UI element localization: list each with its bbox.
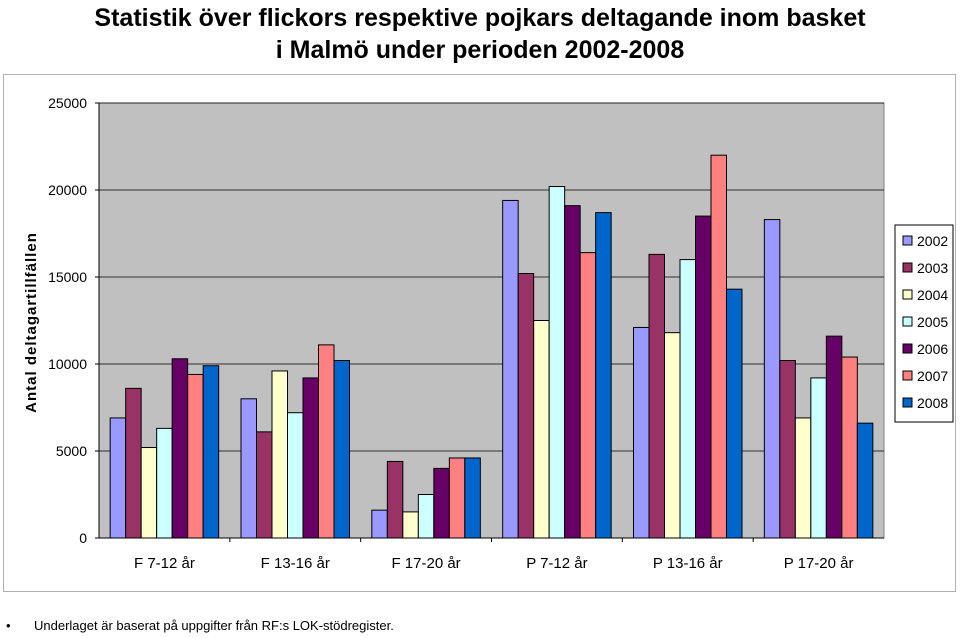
bar-2005-4	[548, 186, 566, 539]
legend-swatch-2005	[902, 316, 913, 327]
bar-2007-1	[187, 373, 204, 539]
legend-label-2006: 2006	[917, 341, 948, 357]
x-tick-label: P 17-20 år	[784, 555, 854, 572]
legend-label-2003: 2003	[917, 260, 948, 276]
bar-2008-2	[333, 360, 350, 539]
bar-2004-4	[533, 320, 550, 539]
bar-2002-6	[763, 219, 781, 539]
bar-2004-3	[402, 511, 419, 539]
bar-2007-4	[579, 252, 597, 539]
legend-label-2008: 2008	[917, 395, 948, 411]
bar-2002-3	[371, 509, 388, 539]
legend-label-2004: 2004	[917, 287, 948, 303]
y-tick-label: 15000	[48, 269, 87, 285]
bar-2003-4	[517, 273, 535, 539]
bar-2006-4	[564, 205, 581, 539]
bar-2008-4	[595, 212, 612, 539]
x-tick-label: F 7-12 år	[134, 555, 195, 572]
bar-2004-2	[271, 370, 288, 539]
bar-2004-6	[794, 417, 812, 539]
y-tick-label: 5000	[56, 443, 87, 459]
plot-area	[98, 102, 885, 539]
y-tick-label: 10000	[48, 356, 87, 372]
bar-2004-1	[140, 447, 158, 539]
x-tick-label: P 13-16 år	[653, 555, 723, 572]
bar-2003-1	[125, 387, 142, 539]
legend-label-2005: 2005	[917, 314, 948, 330]
legend-swatch-2003	[902, 262, 913, 273]
bar-2005-6	[810, 377, 827, 539]
bar-2002-4	[502, 199, 519, 539]
legend-swatch-2006	[902, 343, 913, 354]
x-tick-label: F 17-20 år	[391, 555, 460, 572]
bar-2008-3	[464, 457, 481, 539]
bar-2005-1	[156, 427, 173, 539]
legend-label-2007: 2007	[917, 368, 948, 384]
chart-title: Statistik över flickors respektive pojka…	[0, 2, 960, 66]
bar-2003-3	[386, 460, 404, 539]
legend-swatch-2008	[902, 397, 913, 408]
bar-2002-1	[109, 417, 127, 539]
bar-2007-6	[841, 356, 858, 539]
bar-2006-1	[171, 358, 189, 539]
legend-swatch-2002	[902, 235, 913, 246]
bar-2005-5	[679, 259, 696, 539]
bar-2006-2	[302, 377, 319, 539]
x-tick-label: P 7-12 år	[526, 555, 587, 572]
bar-2006-6	[825, 335, 843, 539]
bar-2002-2	[240, 398, 257, 539]
legend-label-2002: 2002	[917, 233, 948, 249]
chart-title-line-1: Statistik över flickors respektive pojka…	[94, 4, 866, 32]
legend-swatch-2004	[902, 289, 913, 300]
x-tick-label: F 13-16 år	[261, 555, 330, 572]
bar-2004-5	[664, 332, 681, 539]
bar-2007-2	[318, 344, 335, 539]
bar-2006-3	[433, 467, 450, 539]
bar-2007-3	[448, 457, 466, 539]
bar-2008-1	[202, 365, 220, 539]
chart-title-line-2: i Malmö under perioden 2002-2008	[275, 36, 685, 64]
bar-2003-6	[779, 360, 796, 539]
bar-2005-2	[287, 412, 304, 539]
footnote-text: Underlaget är baserat på uppgifter från …	[34, 618, 394, 633]
bar-2003-2	[256, 431, 273, 539]
bar-2006-5	[695, 215, 712, 539]
footnote: • Underlaget är baserat på uppgifter från…	[6, 618, 394, 633]
bar-2003-5	[648, 253, 665, 539]
bar-2005-3	[417, 494, 435, 539]
bar-2008-6	[856, 422, 874, 539]
y-axis-label: Antal deltagartillfällen	[23, 232, 40, 413]
legend-swatch-2007	[902, 370, 913, 381]
y-tick-label: 25000	[48, 95, 87, 111]
y-tick-label: 20000	[48, 182, 87, 198]
y-tick-label: 0	[79, 530, 87, 546]
bar-2008-5	[726, 288, 743, 539]
bar-2002-5	[633, 326, 650, 539]
footnote-bullet: •	[6, 618, 11, 633]
bar-2007-5	[710, 154, 727, 539]
